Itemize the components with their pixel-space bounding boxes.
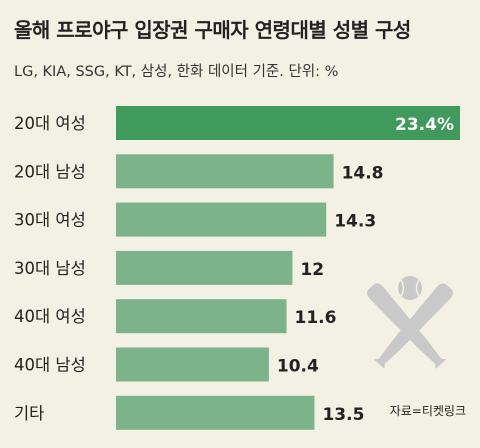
- category-label: 기타: [14, 404, 44, 423]
- value-label: 14.8: [342, 163, 384, 183]
- value-label: 14.3: [334, 212, 376, 232]
- value-label: 23.4%: [395, 115, 454, 135]
- category-label: 30대 여성: [14, 211, 86, 230]
- bar: [116, 202, 327, 237]
- bar: [116, 347, 269, 382]
- category-label: 20대 여성: [14, 114, 86, 133]
- bar: [116, 250, 293, 285]
- source-note: 자료=티켓링크: [389, 404, 466, 418]
- category-label: 30대 남성: [14, 259, 86, 278]
- baseball-bats-and-ball-icon: [367, 276, 453, 369]
- value-label: 10.4: [277, 357, 319, 377]
- bar-highlighted: [116, 106, 460, 140]
- category-label: 20대 남성: [14, 162, 86, 181]
- category-label: 40대 남성: [14, 356, 86, 375]
- value-label: 11.6: [295, 308, 337, 328]
- category-label: 40대 여성: [14, 307, 86, 326]
- chart-subtitle: LG, KIA, SSG, KT, 삼성, 한화 데이터 기준. 단위: %: [14, 64, 339, 80]
- bar: [116, 395, 315, 430]
- value-label: 13.5: [322, 405, 364, 425]
- value-label: 12: [300, 260, 324, 280]
- chart-title: 올해 프로야구 입장권 구매자 연령대별 성별 구성: [14, 18, 411, 42]
- bar: [116, 299, 287, 334]
- bar: [116, 154, 334, 189]
